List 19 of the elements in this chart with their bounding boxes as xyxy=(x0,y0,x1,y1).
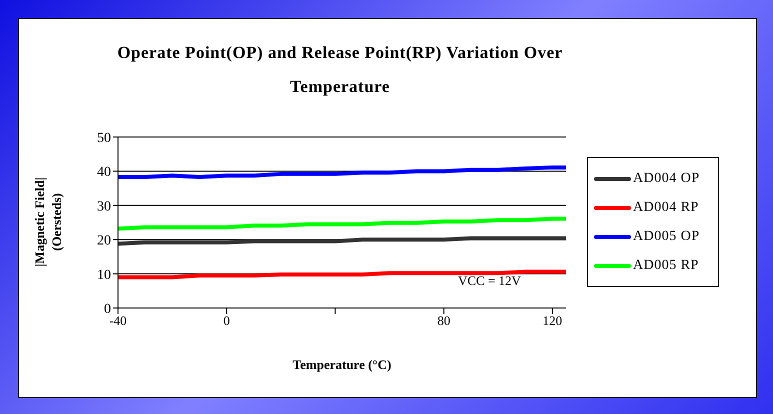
y-tick-label: 0 xyxy=(104,302,111,317)
x-tick-label: 0 xyxy=(223,313,230,328)
legend-label: AD005 RP xyxy=(633,258,699,274)
y-axis-title: |Magnetic Field| (Oersteds) xyxy=(31,177,65,267)
y-tick-label: 20 xyxy=(97,234,111,249)
x-tick-label: 120 xyxy=(542,313,562,328)
legend-label: AD004 RP xyxy=(633,200,699,216)
legend-label: AD004 OP xyxy=(633,170,700,186)
x-axis-title: Temperature (°C) xyxy=(292,357,392,373)
y-tick-label: 40 xyxy=(97,165,111,180)
line-series xyxy=(118,216,566,231)
x-tick-label: -40 xyxy=(109,313,127,328)
y-tick-label: 10 xyxy=(97,268,111,283)
y-tick-label: 30 xyxy=(97,199,111,214)
y-tick-label: 50 xyxy=(97,130,111,146)
chart-title: Operate Point(OP) and Release Point(RP) Variation Over Temperature xyxy=(116,42,564,98)
annotation: VCC = 12V xyxy=(458,273,521,289)
legend-label: AD005 OP xyxy=(633,228,700,244)
x-tick-label: 80 xyxy=(437,313,450,328)
